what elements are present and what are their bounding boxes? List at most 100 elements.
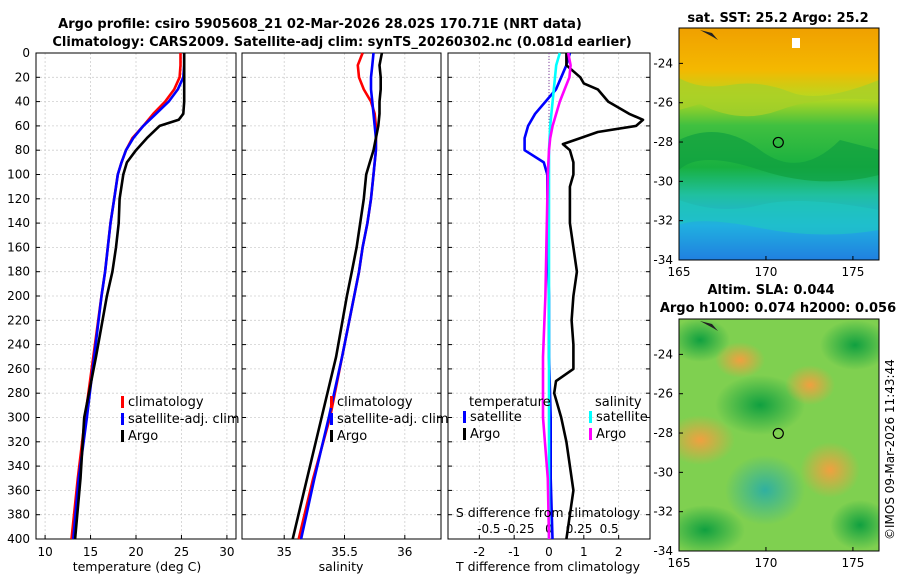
- y-tick-label: 260: [7, 362, 30, 376]
- difference-legend: temperature satellite Argo salinity sate…: [463, 395, 648, 442]
- x-tick-label: 2: [615, 545, 623, 559]
- y-tick-label: 200: [7, 289, 30, 303]
- legend-swatch-t-satellite: [463, 411, 466, 423]
- series-line-satellite-adj-clim: [72, 53, 186, 540]
- sla-map-argo-marker: [772, 427, 784, 440]
- series-line-temperature-argo: [552, 53, 645, 540]
- salinity-panel: 35 35.5 36: [241, 52, 442, 559]
- panel-frame: [35, 52, 237, 540]
- map-y-tick-label: -24: [653, 56, 673, 70]
- x-tick-label: 35.5: [331, 545, 358, 559]
- legend-swatch-s-argo: [589, 428, 592, 440]
- y-tick-label: 60: [15, 119, 30, 133]
- watermark: ©IMOS 09-Mar-2026 11:43:44: [883, 359, 897, 540]
- x-tick-label-salinity: 0.25: [566, 522, 593, 536]
- legend-label-s-argo: Argo: [596, 427, 626, 442]
- sst-map-title: sat. SST: 25.2 Argo: 25.2: [687, 11, 868, 26]
- map-y-tick-label: -28: [653, 135, 673, 149]
- legend-label-t-argo: Argo: [470, 427, 500, 442]
- map-y-tick-label: -32: [653, 214, 673, 228]
- salinity-xlabel: salinity: [319, 559, 364, 574]
- temperature-xlabel: temperature (deg C): [73, 559, 202, 574]
- sst-map-argo-marker: [772, 136, 784, 149]
- y-tick-label: 360: [7, 483, 30, 497]
- y-tick-label: 220: [7, 313, 30, 327]
- y-tick-label: 240: [7, 338, 30, 352]
- y-tick-label: 100: [7, 168, 30, 182]
- temperature-legend: climatology satellite-adj. clim Argo: [121, 395, 240, 444]
- map-x-tick-label: 175: [841, 556, 864, 570]
- legend-label-satellite: satellite-adj. clim: [337, 412, 449, 427]
- map-y-tick-label: -34: [653, 544, 673, 558]
- x-tick-label: 0: [545, 545, 553, 559]
- legend-swatch-argo: [330, 430, 333, 442]
- sla-map: Altim. SLA: 0.044 Argo h1000: 0.074 h200…: [653, 283, 896, 570]
- depth-axis: 0 20 40 60 80 100 120 140 160 180 200 220 240 260 280 3…: [7, 46, 30, 546]
- figure-title-line1: Argo profile: csiro 5905608_21 02-Mar-20…: [58, 17, 582, 32]
- x-tick-label: 25: [174, 545, 189, 559]
- y-tick-label: 320: [7, 435, 30, 449]
- x-tick-label: 30: [219, 545, 234, 559]
- map-x-tick-label: 165: [668, 265, 691, 279]
- legend-swatch-climatology: [330, 396, 333, 408]
- legend-title-temperature: temperature: [469, 395, 551, 410]
- temperature-panel: 10 15 20 25 30: [35, 52, 237, 559]
- series-line-argo: [73, 53, 186, 540]
- legend-label-climatology: climatology: [337, 395, 413, 410]
- map-y-tick-label: -32: [653, 505, 673, 519]
- map-x-tick-label: 175: [841, 265, 864, 279]
- map-y-tick-label: -26: [653, 96, 673, 110]
- y-tick-label: 300: [7, 411, 30, 425]
- x-tick-label: 15: [83, 545, 98, 559]
- sst-map: sat. SST: 25.2 Argo: 25.2 165 170 175 -24 -2…: [653, 11, 880, 279]
- series-line-satellite-adj-clim: [299, 52, 378, 540]
- map-y-tick-label: -30: [653, 465, 673, 479]
- y-tick-label: 80: [15, 143, 30, 157]
- legend-label-argo: Argo: [128, 429, 158, 444]
- map-x-tick-label: 170: [755, 556, 778, 570]
- series-line-argo: [291, 52, 384, 540]
- legend-swatch-t-argo: [463, 428, 466, 440]
- map-x-tick-label: 165: [668, 556, 691, 570]
- sla-map-title-line2: Argo h1000: 0.074 h2000: 0.056: [660, 301, 896, 316]
- legend-swatch-climatology: [121, 396, 124, 408]
- series-line-salinity-argo: [541, 52, 572, 540]
- y-tick-label: 120: [7, 192, 30, 206]
- x-tick-label-salinity: -0.5: [477, 522, 500, 536]
- y-tick-label: 40: [15, 95, 30, 109]
- legend-title-salinity: salinity: [595, 395, 642, 410]
- map-y-tick-label: -30: [653, 174, 673, 188]
- x-tick-label-salinity: -0.25: [503, 522, 534, 536]
- legend-label-satellite: satellite-adj. clim: [128, 412, 240, 427]
- sla-map-title-line1: Altim. SLA: 0.044: [708, 283, 835, 298]
- y-tick-label: 140: [7, 216, 30, 230]
- legend-swatch-argo: [121, 430, 124, 442]
- x-tick-label: 35: [277, 545, 292, 559]
- y-tick-label: 20: [15, 70, 30, 84]
- y-tick-label: 400: [7, 532, 30, 546]
- x-tick-label: 10: [37, 545, 52, 559]
- x-tick-label: 36: [397, 545, 412, 559]
- x-tick-label: 1: [580, 545, 588, 559]
- difference-xlabel: T difference from climatology: [455, 559, 641, 574]
- x-tick-label: 20: [128, 545, 143, 559]
- legend-label-climatology: climatology: [128, 395, 204, 410]
- difference-xlabel-salinity: S difference from climatology: [456, 505, 641, 520]
- difference-panel: -2 -1 0 1 2-0.5 -0.25 0 0.25 0.5: [447, 52, 651, 559]
- y-tick-label: 280: [7, 386, 30, 400]
- panel-frame: [241, 52, 442, 540]
- x-tick-label-salinity: 0.5: [600, 522, 619, 536]
- x-tick-label: -1: [508, 545, 520, 559]
- legend-swatch-satellite: [121, 413, 124, 425]
- map-y-tick-label: -26: [653, 387, 673, 401]
- map-y-tick-label: -28: [653, 426, 673, 440]
- legend-label-s-satellite: satellite: [596, 410, 648, 425]
- y-tick-label: 160: [7, 240, 30, 254]
- legend-swatch-satellite: [330, 413, 333, 425]
- map-y-tick-label: -24: [653, 347, 673, 361]
- y-tick-label: 380: [7, 508, 30, 522]
- legend-swatch-s-satellite: [589, 411, 592, 423]
- map-x-tick-label: 170: [755, 265, 778, 279]
- salinity-legend: climatology satellite-adj. clim Argo: [330, 395, 449, 444]
